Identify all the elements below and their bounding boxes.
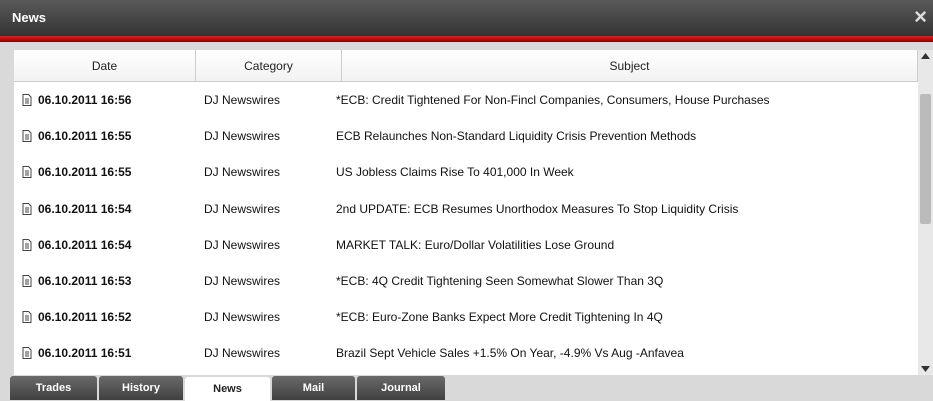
tab[interactable]: History	[99, 376, 183, 400]
document-icon	[22, 275, 32, 287]
date-cell: 06.10.2011 16:52	[38, 310, 132, 325]
tab[interactable]: Journal	[357, 376, 445, 400]
news-table: Date Category Subject 06.10.2011 16:56 DJ Ne…	[14, 50, 918, 375]
document-icon	[22, 238, 32, 251]
document-icon	[22, 130, 32, 143]
title-bar: News ×	[0, 0, 933, 36]
date-cell: 06.10.2011 16:56	[38, 93, 132, 107]
column-header[interactable]: Category	[196, 50, 342, 82]
date-cell: 06.10.2011 16:53	[38, 274, 132, 288]
date-cell: 06.10.2011 16:54	[38, 201, 132, 216]
scroll-arrows	[921, 53, 930, 372]
close-button[interactable]: ×	[914, 4, 927, 29]
subject-cell: US Jobless Claims Rise To 401,000 In Wee…	[336, 165, 574, 180]
category-cell: DJ Newswires	[204, 201, 281, 216]
date-cell: 06.10.2011 16:55	[38, 165, 132, 180]
tab[interactable]: News	[185, 377, 270, 401]
document-icon	[22, 347, 32, 360]
news-row[interactable]: 06.10.2011 16:53 DJ Newswires *ECB: 4Q Cre…	[14, 263, 918, 299]
tab[interactable]: Trades	[10, 376, 97, 400]
news-row[interactable]: 06.10.2011 16:56 DJ Newswires *ECB: Credit…	[14, 82, 918, 118]
date-cell: 06.10.2011 16:51	[38, 346, 132, 361]
window-title: News	[12, 10, 46, 25]
news-row[interactable]: 06.10.2011 16:54 DJ Newswires MARKET TALK:…	[14, 227, 918, 263]
news-row[interactable]: 06.10.2011 16:52 DJ Newswires *ECB: Euro-Z…	[14, 299, 918, 335]
category-cell: DJ Newswires	[204, 93, 281, 107]
subject-cell: Brazil Sept Vehicle Sales +1.5% On Year,…	[336, 346, 684, 361]
news-row[interactable]: 06.10.2011 16:55 DJ Newswires US Jobless C…	[14, 154, 918, 190]
category-cell: DJ Newswires	[204, 274, 281, 288]
news-row[interactable]: 06.10.2011 16:54 DJ Newswires 2nd UPDATE: …	[14, 191, 918, 227]
accent-line	[0, 36, 933, 42]
subject-cell: 2nd UPDATE: ECB Resumes Unorthodox Measu…	[336, 201, 739, 216]
category-cell: DJ Newswires	[204, 165, 281, 180]
category-cell: DJ Newswires	[204, 346, 281, 361]
news-row[interactable]: 06.10.2011 16:51 DJ Newswires Brazil Sept …	[14, 335, 918, 371]
document-icon	[22, 311, 32, 324]
subject-cell: ECB Relaunches Non-Standard Liquidity Cr…	[336, 129, 697, 144]
scrollbar[interactable]	[918, 50, 933, 375]
date-cell: 06.10.2011 16:54	[38, 237, 132, 252]
category-cell: DJ Newswires	[204, 237, 281, 252]
news-row[interactable]: 06.10.2011 16:55 DJ Newswires ECB Relaunch…	[14, 118, 918, 154]
subject-cell: *ECB: 4Q Credit Tightening Seen Somewhat…	[336, 274, 664, 288]
date-cell: 06.10.2011 16:55	[38, 129, 132, 144]
subject-cell: *ECB: Euro-Zone Banks Expect More Credit…	[336, 310, 663, 325]
scroll-thumb[interactable]	[920, 94, 931, 224]
document-icon	[22, 94, 32, 106]
document-icon	[22, 166, 32, 179]
document-icon	[22, 202, 32, 215]
category-cell: DJ Newswires	[204, 310, 281, 325]
column-header[interactable]: Date	[14, 50, 196, 82]
category-cell: DJ Newswires	[204, 129, 281, 144]
tab[interactable]: Mail	[272, 376, 355, 400]
column-header[interactable]: Subject	[342, 50, 918, 82]
subject-cell: MARKET TALK: Euro/Dollar Volatilities Lo…	[336, 237, 615, 252]
subject-cell: *ECB: Credit Tightened For Non-Fincl Com…	[336, 93, 770, 107]
